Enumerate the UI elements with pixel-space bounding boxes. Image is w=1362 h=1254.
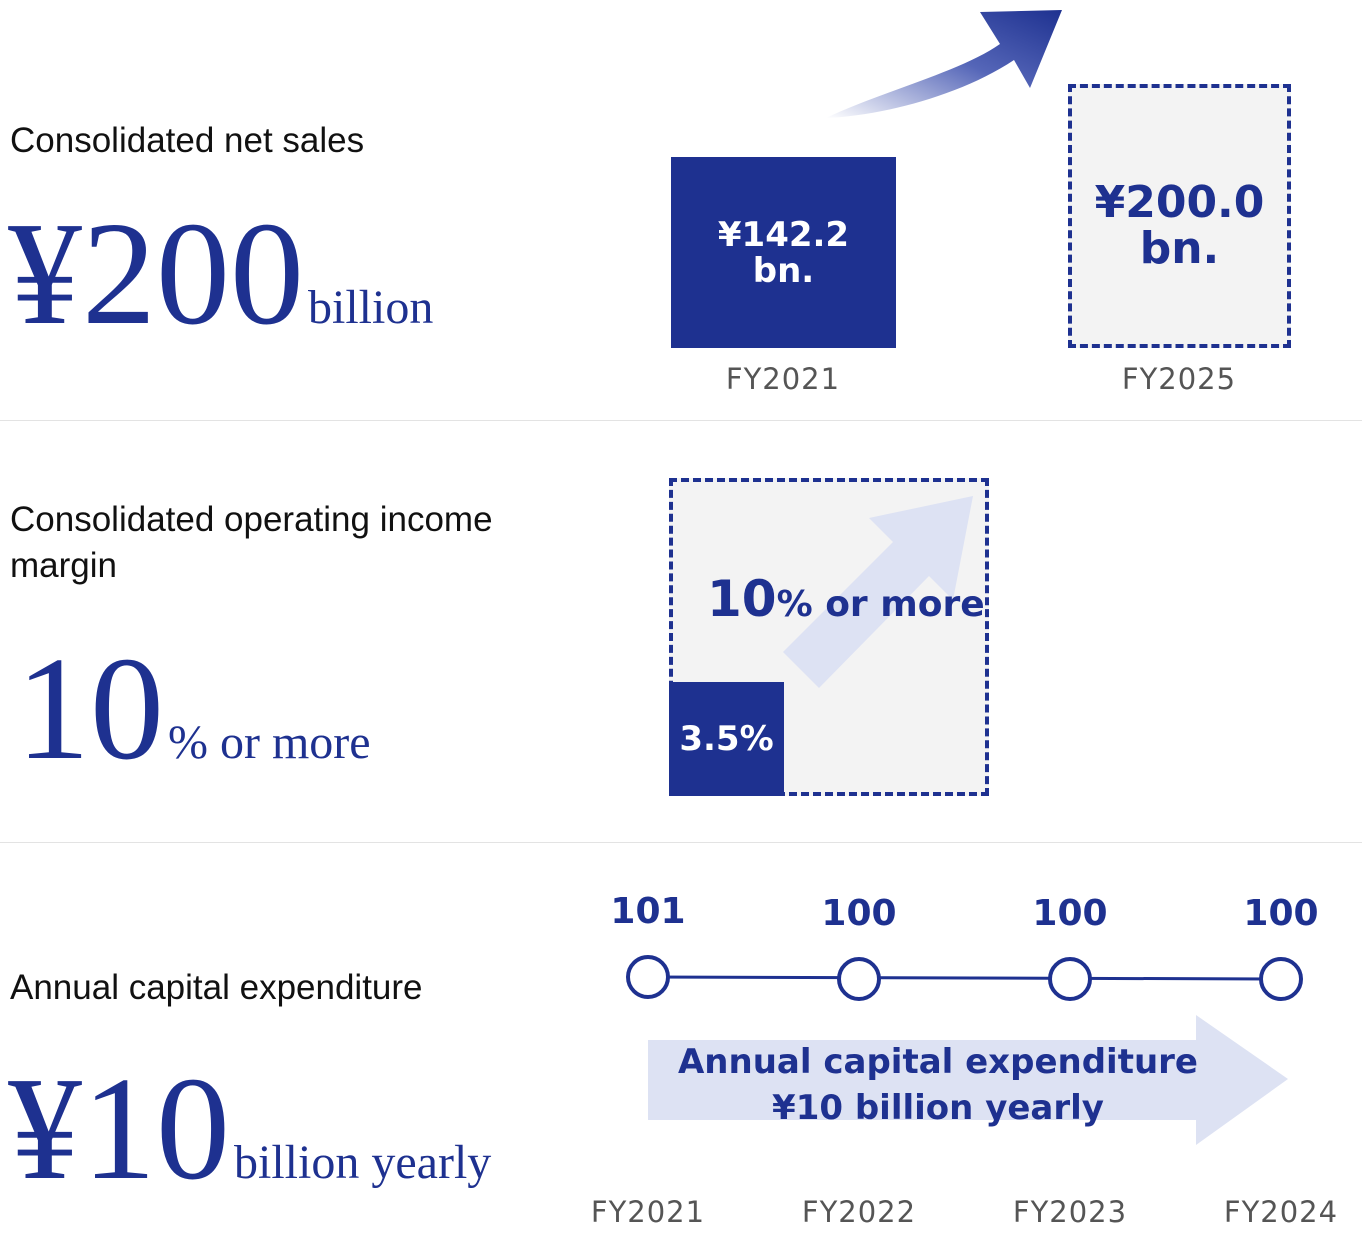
fy-label-2025: FY2025 <box>1121 362 1237 396</box>
timeline-dot-fy2021 <box>626 955 670 999</box>
bar-fy2021-value: ¥142.2 <box>717 214 850 255</box>
capex-year-fy2022: FY2022 <box>801 1195 917 1229</box>
timeline-dot-fy2023 <box>1048 957 1092 1001</box>
section-divider <box>0 842 1362 843</box>
bar-fy2025-value: ¥200.0 <box>1094 177 1265 228</box>
margin-label-line1: Consolidated operating income <box>10 500 493 539</box>
section-divider <box>0 420 1362 421</box>
bar-fy2025: ¥200.0 bn. <box>1068 84 1291 348</box>
capex-value-fy2022: 100 <box>821 893 897 934</box>
capex-arrow-text: Annual capital expenditure ¥10 billion y… <box>648 1039 1228 1131</box>
timeline-dot-fy2022 <box>837 957 881 1001</box>
capex-value-fy2024: 100 <box>1243 893 1319 934</box>
capex-timeline <box>626 955 1303 1145</box>
net-sales-target-unit: billion <box>308 281 434 334</box>
capex-section: Annual capital expenditure ¥10 billion y… <box>0 843 1362 1254</box>
net-sales-section: Consolidated net sales ¥200 billion ¥142… <box>0 0 1362 420</box>
net-sales-target-number: ¥200 <box>8 192 304 356</box>
margin-current-box: 3.5% <box>669 682 784 796</box>
margin-target-unit: % or more <box>168 716 371 769</box>
margin-target-text: 10% or more <box>707 570 985 628</box>
capex-target: ¥10 billion yearly <box>8 1055 491 1203</box>
bar-fy2021-unit: bn. <box>752 250 815 291</box>
bar-fy2021: ¥142.2 bn. <box>671 157 896 348</box>
margin-label: Consolidated operating income margin <box>10 497 493 589</box>
capex-target-unit: billion yearly <box>234 1136 492 1189</box>
margin-target-rest: % or more <box>776 584 985 625</box>
capex-value-fy2021: 101 <box>610 891 686 932</box>
fy-label-2021: FY2021 <box>725 362 841 396</box>
capex-arrow-line2: ¥10 billion yearly <box>772 1088 1104 1128</box>
operating-margin-section: Consolidated operating income margin 10 … <box>0 421 1362 842</box>
margin-arrow-icon <box>783 496 973 688</box>
net-sales-target: ¥200 billion <box>8 200 433 348</box>
capex-year-fy2024: FY2024 <box>1223 1195 1339 1229</box>
margin-target: 10 % or more <box>16 635 371 783</box>
capex-arrow-shape <box>648 1015 1288 1145</box>
timeline-line <box>647 975 1283 981</box>
capex-arrow-line1: Annual capital expenditure <box>677 1042 1198 1082</box>
bar-fy2025-unit: bn. <box>1139 223 1220 274</box>
margin-target-num: 10 <box>707 570 777 628</box>
capex-year-fy2023: FY2023 <box>1012 1195 1128 1229</box>
margin-label-line2: margin <box>10 546 117 585</box>
margin-target-number: 10 <box>16 627 164 791</box>
margin-current-value: 3.5% <box>679 719 774 759</box>
capex-year-fy2021: FY2021 <box>590 1195 706 1229</box>
capex-label: Annual capital expenditure <box>10 968 423 1007</box>
timeline-dot-fy2024 <box>1259 957 1303 1001</box>
margin-target-box: 10% or more <box>669 478 989 796</box>
capex-target-number: ¥10 <box>8 1047 230 1211</box>
growth-arrow-icon <box>826 10 1062 118</box>
net-sales-label: Consolidated net sales <box>10 121 365 160</box>
capex-value-fy2023: 100 <box>1032 893 1108 934</box>
